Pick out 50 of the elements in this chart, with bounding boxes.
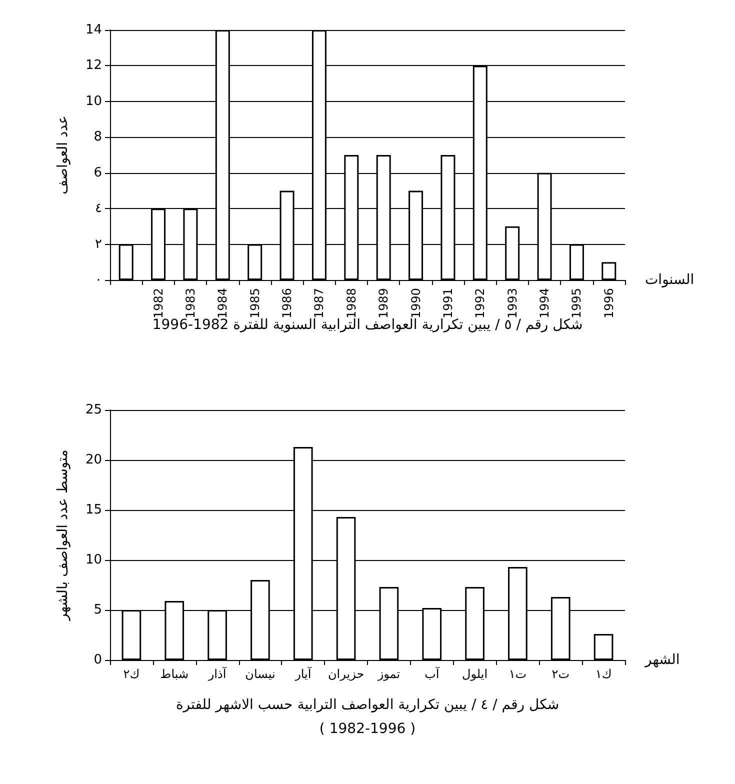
y-tick-label: 0 [94,652,102,668]
x-tick-label: 1991 [440,288,455,319]
x-tick-label: ك٢ [123,667,140,681]
text: شكل رقم / ٤ / يبين تكرارية العواصف الترابية حسب الاشهر للفترة [176,697,560,713]
x-tick-label: آب [424,666,440,681]
x-tick-label: ت٢ [552,667,570,681]
text: ( 1982-1996 ) [319,721,416,737]
x-tick-label: 1985 [248,288,262,319]
bar [602,262,616,280]
y-tick-label: 10 [85,552,102,568]
x-tick-label: ايلول [462,667,488,681]
x-axis-title: الشهر [644,652,680,668]
y-tick-label: ٤ [95,201,102,216]
x-tick-label: 1995 [570,288,584,319]
text: شكل رقم / ٥ / يبين تكرارية العواصف الترابية السنوية للفترة 1982-1996 [152,317,583,333]
y-tick-label: ٢ [95,236,102,252]
y-tick-label: 25 [85,402,102,418]
x-tick-label: ك١ [595,667,612,681]
y-tick-label: 8 [94,130,102,145]
y-tick-label: 6 [94,165,102,180]
y-tick-label: ٠ [95,272,102,288]
x-axis-title: السنوات [645,272,694,288]
x-tick-label: تموز [376,667,400,681]
y-tick-label: 20 [85,452,102,468]
x-tick-label: حزيران [328,667,364,681]
x-tick-label: 1982 [151,288,166,319]
y-tick-label: 14 [85,22,102,38]
x-tick-label: 1986 [280,288,294,319]
x-tick-label: آذار [207,666,227,681]
x-tick-label: 1987 [312,288,326,319]
x-tick-label: آيار [294,666,312,681]
y-tick-label: 5 [94,602,102,618]
x-tick-label: 1988 [344,288,358,319]
x-tick-label: ت١ [508,667,527,681]
y-tick-label: 10 [85,94,102,109]
x-tick-label: 1992 [473,288,488,319]
y-tick-label: 12 [85,58,102,74]
y-axis-title: متوسط عدد العواصف بالشهر [55,450,71,622]
x-tick-label: 1994 [538,288,552,319]
x-tick-label: 1993 [505,288,520,319]
x-tick-label: شباط [160,667,189,681]
x-tick-label: 1983 [183,288,198,319]
y-tick-label: 15 [85,502,102,518]
y-axis-title: عدد العواصف [55,116,71,194]
x-tick-label: 1984 [216,288,230,319]
x-tick-label: 1996 [602,288,616,319]
x-tick-label: 1989 [376,288,391,319]
bar [594,634,614,660]
x-tick-label: نيسان [245,667,276,681]
x-tick-label: 1990 [408,288,423,319]
